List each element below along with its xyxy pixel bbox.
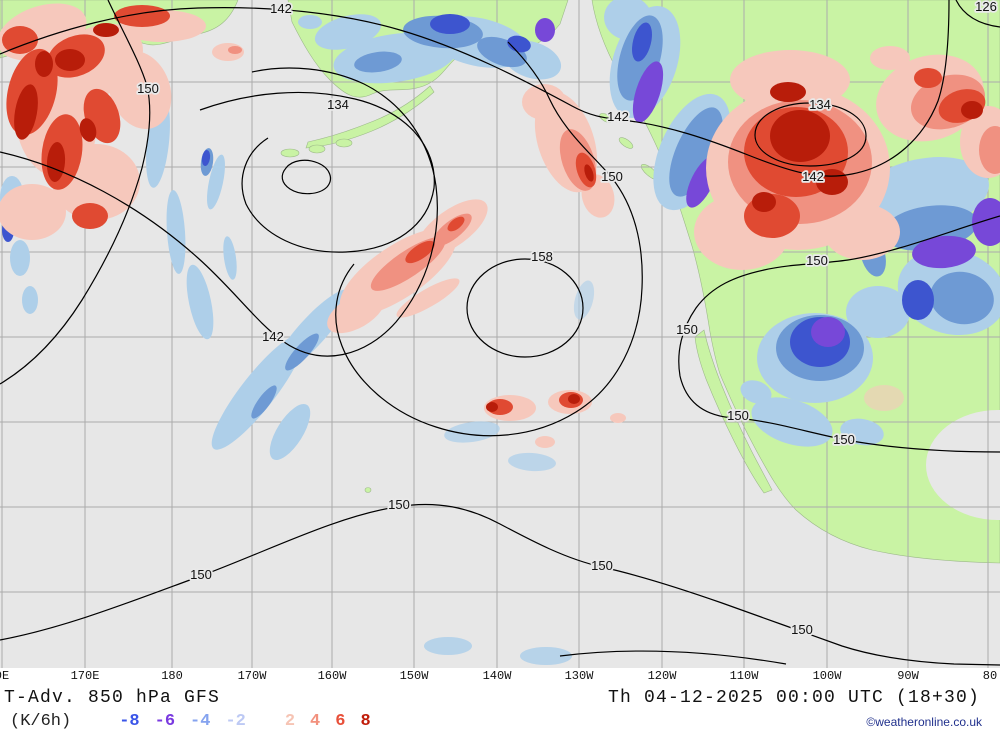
contour-label: 142 (270, 1, 292, 16)
contour-label: 142 (802, 169, 824, 184)
legend-value: 4 (310, 712, 321, 731)
longitude-label: 90W (897, 669, 919, 683)
contour-label: 142 (262, 329, 284, 344)
contour-label: 142 (607, 109, 629, 124)
contour-label: 150 (833, 432, 855, 447)
contour-label: 150 (727, 408, 749, 423)
contour-label: 150 (137, 81, 159, 96)
longitude-label: 150W (399, 669, 429, 683)
longitude-label: 180 (161, 669, 183, 683)
longitude-label: 0E (0, 669, 10, 683)
longitude-label: 120W (647, 669, 677, 683)
contour-label: 150 (190, 567, 212, 582)
contour-label: 158 (531, 249, 553, 264)
legend-value: -8 (119, 712, 140, 731)
warm-advection-layer (0, 3, 1000, 448)
grid-layer (0, 0, 1000, 668)
longitude-label: 170E (70, 669, 100, 683)
map-units: (K/6h) (10, 712, 72, 731)
longitude-label: 110W (729, 669, 759, 683)
contour-label: 150 (591, 558, 613, 573)
map-title: T-Adv. 850 hPa GFS (4, 688, 221, 708)
legend-value: 8 (360, 712, 371, 731)
legend-value: 6 (335, 712, 346, 731)
contour-layer (0, 0, 1000, 666)
contour-label-layer: 142 126 150 134 134 142 150 142 158 150 … (135, 0, 998, 639)
longitude-label: 80 (982, 669, 998, 683)
contour-label: 150 (791, 622, 813, 637)
copyright-link[interactable]: ©weatheronline.co.uk (866, 714, 982, 729)
legend-row: (K/6h) -8 -6 -4 -2 2 4 6 8 ©weatheronlin… (0, 710, 1000, 733)
legend-scale: -8 -6 -4 -2 2 4 6 8 (119, 712, 370, 731)
contour-label: 150 (388, 497, 410, 512)
map-datetime: Th 04-12-2025 00:00 UTC (18+30) (607, 688, 980, 708)
caption-row: T-Adv. 850 hPa GFS Th 04-12-2025 00:00 U… (0, 686, 1000, 710)
longitude-label: 100W (812, 669, 842, 683)
contour-label: 150 (601, 169, 623, 184)
longitude-label: 170W (237, 669, 267, 683)
longitude-label: 160W (317, 669, 347, 683)
weather-map: 142 126 150 134 134 142 150 142 158 150 … (0, 0, 1000, 668)
map-canvas: 142 126 150 134 134 142 150 142 158 150 … (0, 0, 1000, 668)
legend-value: -6 (154, 712, 176, 731)
contour-label: 134 (327, 97, 349, 112)
legend-value: -4 (190, 712, 211, 731)
contour-label: 150 (676, 322, 698, 337)
contour-label: 134 (809, 97, 831, 112)
longitude-axis: 0E 170E 180 170W 160W 150W 140W 130W 120… (0, 668, 1000, 686)
contour-label: 150 (806, 253, 828, 268)
gulf-of-mexico (926, 410, 1000, 520)
longitude-label: 130W (564, 669, 594, 683)
longitude-label: 140W (482, 669, 512, 683)
legend-value: 2 (284, 712, 296, 731)
contour-label: 126 (975, 0, 997, 14)
legend-value: -2 (225, 712, 246, 731)
